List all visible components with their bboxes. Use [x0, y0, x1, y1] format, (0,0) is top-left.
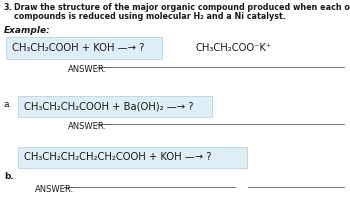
- Text: CH₃CH₂COO⁻K⁺: CH₃CH₂COO⁻K⁺: [195, 43, 271, 53]
- FancyBboxPatch shape: [18, 147, 247, 168]
- Text: compounds is reduced using molecular H₂ and a Ni catalyst.: compounds is reduced using molecular H₂ …: [14, 12, 286, 21]
- Text: ANSWER:: ANSWER:: [68, 122, 107, 131]
- Text: b.: b.: [4, 172, 14, 181]
- Text: CH₃CH₂CH₂CH₂CH₂COOH + KOH —→ ?: CH₃CH₂CH₂CH₂CH₂COOH + KOH —→ ?: [24, 152, 211, 162]
- Text: CH₃CH₂COOH + KOH —→ ?: CH₃CH₂COOH + KOH —→ ?: [12, 43, 144, 53]
- Text: ANSWER:: ANSWER:: [35, 185, 74, 194]
- Text: Draw the structure of the major organic compound produced when each of the follo: Draw the structure of the major organic …: [14, 3, 350, 12]
- FancyBboxPatch shape: [18, 96, 212, 117]
- Text: 3.: 3.: [4, 3, 13, 12]
- Text: a.: a.: [4, 100, 12, 109]
- FancyBboxPatch shape: [6, 37, 162, 59]
- Text: Example:: Example:: [4, 26, 51, 35]
- Text: ANSWER:: ANSWER:: [68, 65, 107, 74]
- Text: CH₃CH₂CH₂COOH + Ba(OH)₂ —→ ?: CH₃CH₂CH₂COOH + Ba(OH)₂ —→ ?: [24, 101, 194, 111]
